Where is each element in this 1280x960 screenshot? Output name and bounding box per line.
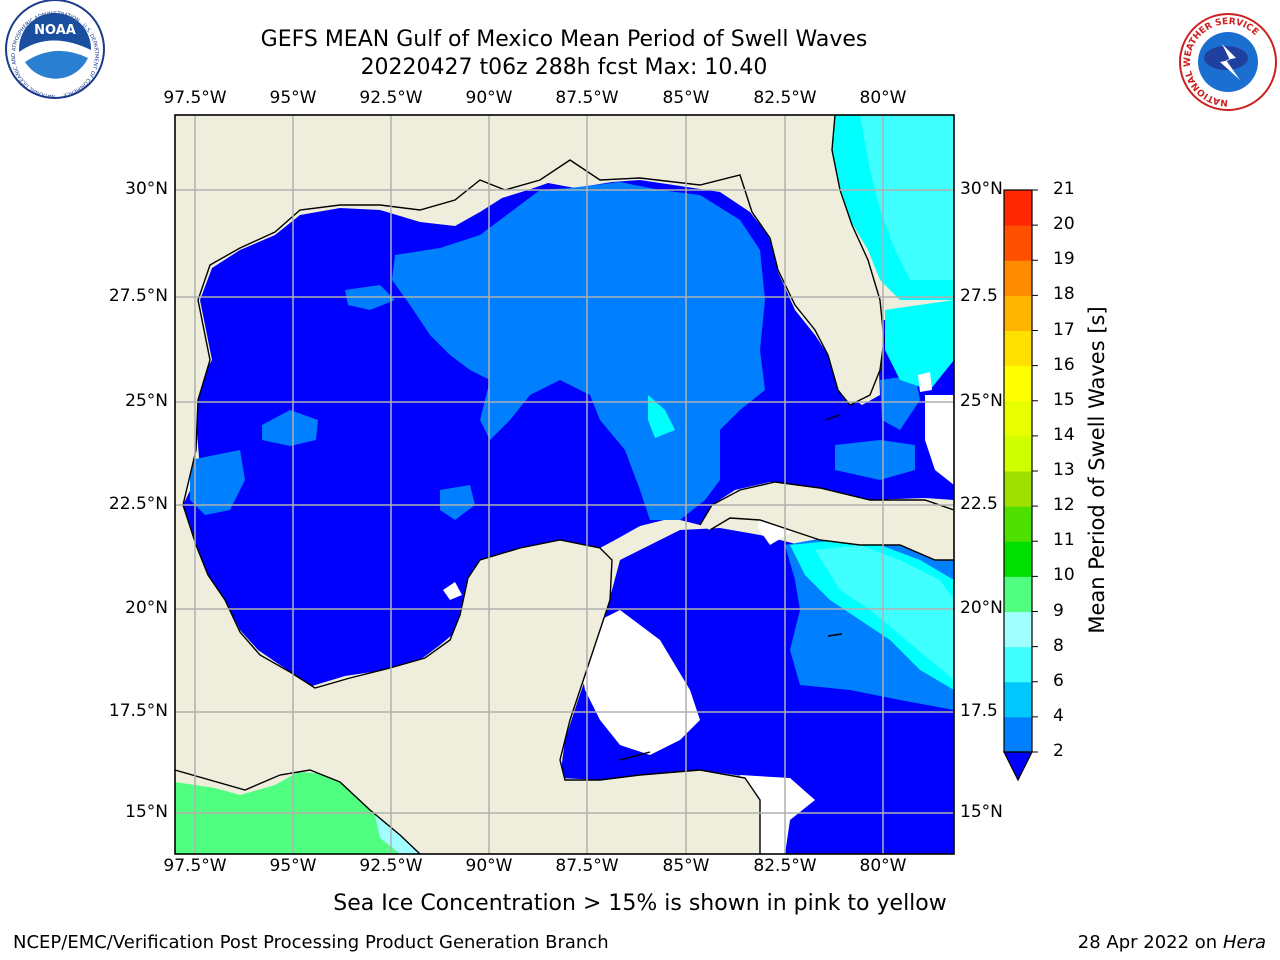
map-frame <box>174 114 955 855</box>
nws-logo: NATIONAL WEATHER SERVICE <box>1179 13 1277 111</box>
lon-label-bottom: 90°W <box>465 856 513 876</box>
noaa-logo-text: NOAA <box>34 23 76 38</box>
colorbar-segment <box>1004 330 1032 367</box>
land-us-coast <box>175 115 835 505</box>
lon-label-bottom: 82.5°W <box>753 856 817 876</box>
lat-label-right: 22.5 <box>960 494 998 514</box>
colorbar <box>1003 189 1038 782</box>
map-area <box>175 115 954 854</box>
colorbar-segment <box>1004 576 1032 612</box>
land-cuba <box>700 482 954 560</box>
colorbar-segment <box>1004 295 1032 331</box>
period-2-4-mid <box>440 485 475 520</box>
lat-label-right: 25°N <box>960 391 1003 411</box>
lon-label-bottom: 95°W <box>269 856 317 876</box>
lon-label-bottom: 92.5°W <box>359 856 423 876</box>
colorbar-tick-label: 6 <box>1053 670 1064 691</box>
machine-name: Hera <box>1222 932 1266 953</box>
colorbar-tick-label: 19 <box>1053 249 1075 270</box>
lat-label-right: 17.5 <box>960 701 998 721</box>
colorbar-segment <box>1004 365 1032 402</box>
colorbar-segment <box>1004 541 1032 577</box>
lat-label-right: 30°N <box>960 179 1003 199</box>
lat-label-right: 15°N <box>960 802 1003 822</box>
lon-label-bottom: 87.5°W <box>555 856 619 876</box>
masked-area-bahamas <box>918 372 932 392</box>
lat-label-right: 20°N <box>960 598 1003 618</box>
lon-label-top: 80°W <box>859 88 907 108</box>
date-stamp: 28 Apr 2022 on Hera <box>1078 932 1266 953</box>
masked-area-florida-keys <box>925 395 954 485</box>
period-2-4-southwest <box>190 450 245 515</box>
colorbar-tick-label: 15 <box>1053 389 1075 410</box>
lat-label-left: 27.5°N <box>108 286 168 306</box>
lat-label-right: 27.5 <box>960 286 998 306</box>
land-florida <box>740 115 884 405</box>
lon-label-bottom: 97.5°W <box>163 856 227 876</box>
colorbar-tick-label: 10 <box>1053 565 1075 586</box>
colorbar-segment <box>1004 471 1032 507</box>
colorbar-segment <box>1004 681 1032 718</box>
period-2-4-west <box>262 410 318 446</box>
lat-label-left: 17.5°N <box>108 701 168 721</box>
colorbar-tick-label: 4 <box>1053 705 1064 726</box>
colorbar-segment <box>1004 611 1032 648</box>
lat-label-left: 25°N <box>125 391 168 411</box>
lon-label-top: 85°W <box>662 88 710 108</box>
colorbar-extend-arrow <box>1003 751 1033 782</box>
colorbar-segment <box>1004 646 1032 683</box>
colorbar-tick-label: 20 <box>1053 214 1075 235</box>
sea-ice-note: Sea Ice Concentration > 15% is shown in … <box>333 891 947 916</box>
lon-label-top: 90°W <box>465 88 513 108</box>
lon-label-top: 97.5°W <box>163 88 227 108</box>
period-4-6-yucatan <box>648 395 675 438</box>
colorbar-label: Mean Period of Swell Waves [s] <box>1085 306 1109 634</box>
colorbar-tick-label: 13 <box>1053 460 1075 480</box>
colorbar-tick-label: 14 <box>1053 424 1075 445</box>
lat-label-left: 15°N <box>125 802 168 822</box>
chart-title: GEFS MEAN Gulf of Mexico Mean Period of … <box>260 27 868 52</box>
colorbar-tick-label: 2 <box>1053 741 1064 761</box>
lat-label-left: 20°N <box>125 598 168 618</box>
colorbar-tick-label: 12 <box>1053 495 1075 516</box>
lon-label-top: 87.5°W <box>555 88 619 108</box>
colorbar-tick-label: 8 <box>1053 635 1064 656</box>
lon-label-top: 95°W <box>269 88 317 108</box>
lon-label-bottom: 85°W <box>662 856 710 876</box>
lon-label-top: 82.5°W <box>753 88 817 108</box>
colorbar-tick-label: 16 <box>1053 354 1075 375</box>
period-2-4-east <box>835 440 915 480</box>
colorbar-tick-label: 21 <box>1053 179 1075 199</box>
colorbar-segment <box>1004 225 1032 261</box>
lat-label-left: 30°N <box>125 179 168 199</box>
colorbar-segment <box>1004 400 1032 437</box>
colorbar-segment <box>1004 716 1032 753</box>
period-2-4-gulf <box>392 182 765 520</box>
colorbar-segment <box>1004 190 1032 226</box>
colorbar-segment <box>1004 260 1032 296</box>
period-6-8-caribbean <box>815 545 954 680</box>
land-mexico-west <box>175 505 240 640</box>
lat-label-left: 22.5°N <box>108 494 168 514</box>
land-mexico-yucatan <box>175 540 760 854</box>
credit-text: NCEP/EMC/Verification Post Processing Pr… <box>13 932 609 953</box>
colorbar-tick-label: 9 <box>1053 600 1064 621</box>
colorbar-tick-label: 17 <box>1053 319 1075 340</box>
masked-area-campeche <box>443 582 462 600</box>
noaa-logo: NOAA NATIONAL OCEANIC AND ATMOSPHERIC AD… <box>5 0 105 99</box>
colorbar-tick-label: 18 <box>1053 284 1075 305</box>
date-text: 28 Apr 2022 on <box>1077 932 1223 953</box>
lon-label-top: 92.5°W <box>359 88 423 108</box>
period-4-6-florida-east <box>885 300 954 390</box>
graticule <box>175 115 954 854</box>
colorbar-segment <box>1004 506 1032 542</box>
colorbar-tick-label: 11 <box>1053 530 1075 551</box>
lon-label-bottom: 80°W <box>859 856 907 876</box>
chart-subtitle: 20220427 t06z 288h fcst Max: 10.40 <box>360 55 768 80</box>
masked-area-honduras-shelf <box>580 610 700 755</box>
colorbar-segment <box>1004 435 1032 472</box>
